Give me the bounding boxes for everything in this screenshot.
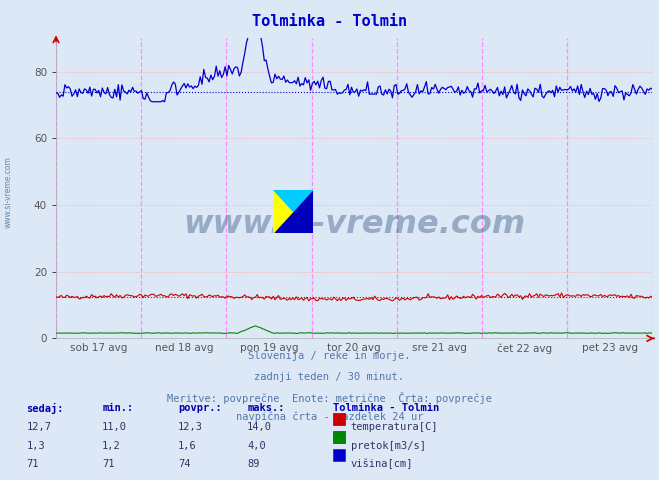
- Text: Tolminka - Tolmin: Tolminka - Tolmin: [333, 403, 439, 413]
- Text: 1,6: 1,6: [178, 441, 196, 451]
- Polygon shape: [273, 190, 313, 233]
- Text: min.:: min.:: [102, 403, 133, 413]
- Text: www.si-vreme.com: www.si-vreme.com: [183, 209, 525, 240]
- Text: 12,7: 12,7: [26, 422, 51, 432]
- Polygon shape: [273, 190, 313, 233]
- Text: navpična črta - razdelek 24 ur: navpična črta - razdelek 24 ur: [236, 412, 423, 422]
- Text: pretok[m3/s]: pretok[m3/s]: [351, 441, 426, 451]
- Text: Tolminka - Tolmin: Tolminka - Tolmin: [252, 14, 407, 29]
- Text: 4,0: 4,0: [247, 441, 266, 451]
- Text: višina[cm]: višina[cm]: [351, 459, 413, 469]
- Text: 74: 74: [178, 459, 190, 469]
- Text: 71: 71: [102, 459, 115, 469]
- Polygon shape: [273, 190, 313, 233]
- Polygon shape: [273, 190, 313, 233]
- Polygon shape: [273, 190, 313, 233]
- Text: 71: 71: [26, 459, 39, 469]
- Text: 1,2: 1,2: [102, 441, 121, 451]
- Polygon shape: [273, 190, 313, 233]
- Polygon shape: [273, 190, 293, 233]
- Polygon shape: [273, 190, 313, 211]
- Text: zadnji teden / 30 minut.: zadnji teden / 30 minut.: [254, 372, 405, 382]
- Text: 11,0: 11,0: [102, 422, 127, 432]
- Polygon shape: [273, 190, 313, 233]
- Text: povpr.:: povpr.:: [178, 403, 221, 413]
- Text: www.si-vreme.com: www.si-vreme.com: [4, 156, 13, 228]
- Text: Slovenija / reke in morje.: Slovenija / reke in morje.: [248, 351, 411, 361]
- Text: 14,0: 14,0: [247, 422, 272, 432]
- Text: maks.:: maks.:: [247, 403, 285, 413]
- Text: 1,3: 1,3: [26, 441, 45, 451]
- Text: 12,3: 12,3: [178, 422, 203, 432]
- Text: temperatura[C]: temperatura[C]: [351, 422, 438, 432]
- Text: Meritve: povprečne  Enote: metrične  Črta: povprečje: Meritve: povprečne Enote: metrične Črta:…: [167, 392, 492, 404]
- Polygon shape: [273, 190, 313, 233]
- Text: sedaj:: sedaj:: [26, 403, 64, 414]
- Text: 89: 89: [247, 459, 260, 469]
